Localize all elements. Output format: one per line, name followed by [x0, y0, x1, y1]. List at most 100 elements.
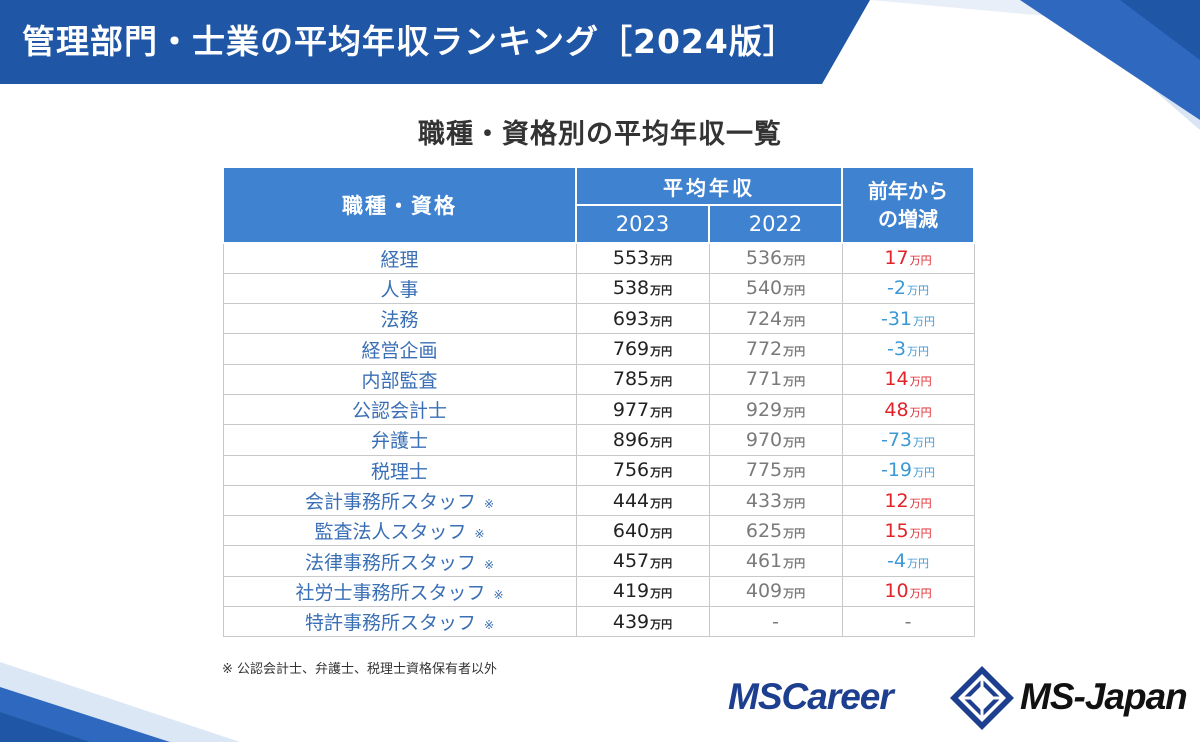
change-cell-value: 14 [884, 368, 909, 391]
job-title-cell: 特許事務所スタッフ ※ [222, 606, 577, 638]
change-cell: -31万円 [841, 303, 975, 335]
salary-2023-cell-value: 457 [612, 550, 650, 573]
ms-japan-diamond-logo-icon [950, 666, 1014, 730]
salary-2022-cell: 433万円 [708, 484, 843, 517]
unit-label: 万円 [909, 496, 932, 510]
job-title-cell: 法律事務所スタッフ ※ [222, 545, 577, 577]
header-change-line2: の増減 [878, 207, 938, 231]
unit-label: 万円 [650, 375, 673, 389]
change-cell-value: 15 [884, 519, 909, 542]
salary-2023-cell: 457万円 [575, 545, 710, 577]
job-title-cell: 人事 [222, 272, 577, 305]
unit-label: 万円 [783, 405, 806, 419]
salary-2022-cell: 724万円 [708, 303, 843, 335]
salary-2022-cell-value: 625 [745, 519, 783, 542]
unit-label: 万円 [913, 314, 936, 328]
change-cell: -19万円 [841, 454, 975, 486]
corner-decoration [0, 662, 240, 742]
job-title: 弁護士 [370, 430, 428, 453]
unit-label: 万円 [783, 345, 806, 359]
salary-2023-cell: 769万円 [575, 333, 710, 365]
job-title-cell: 経理 [222, 242, 577, 274]
unit-label: 万円 [650, 496, 673, 510]
salary-2023-cell: 640万円 [575, 515, 710, 547]
ms-japan-logo: MS-Japan [1020, 676, 1188, 717]
change-cell-value: 17 [884, 247, 909, 270]
salary-2023-cell-value: 896 [612, 428, 650, 451]
unit-label: 万円 [783, 435, 806, 449]
salary-2022-cell-value: 929 [745, 398, 783, 421]
salary-2022-cell-value: 409 [745, 580, 783, 603]
change-cell: 12万円 [841, 484, 975, 517]
job-title-cell: 公認会計士 [222, 393, 577, 426]
salary-2023-cell: 538万円 [575, 272, 710, 305]
unit-label: 万円 [906, 284, 929, 298]
unit-label: 万円 [783, 314, 806, 328]
salary-2022-cell: 970万円 [708, 424, 843, 456]
unit-label: 万円 [650, 587, 673, 601]
change-cell-value: - [904, 610, 912, 633]
salary-2022-cell: 772万円 [708, 333, 843, 365]
unit-label: 万円 [650, 314, 673, 328]
salary-2023-cell-value: 756 [612, 459, 650, 482]
salary-2023-cell-value: 693 [612, 307, 650, 330]
table-row: 会計事務所スタッフ ※ 444万円 433万円 12万円 [222, 484, 975, 517]
salary-2022-cell: 409万円 [708, 575, 843, 608]
change-cell-value: -73 [880, 428, 913, 451]
table-row: 法務 693万円 724万円 -31万円 [222, 303, 975, 335]
change-cell: 17万円 [841, 242, 975, 274]
salary-2023-cell-value: 419 [612, 580, 650, 603]
unit-label: 万円 [783, 254, 806, 268]
salary-2023-cell: 756万円 [575, 454, 710, 486]
salary-2022-cell-value: 461 [745, 550, 783, 573]
unit-label: 万円 [650, 526, 673, 540]
salary-2023-cell: 444万円 [575, 484, 710, 517]
unit-label: 万円 [650, 435, 673, 449]
salary-2023-cell-value: 553 [612, 247, 650, 270]
job-title-cell: 内部監査 [222, 363, 577, 395]
salary-2023-cell-value: 444 [612, 489, 650, 512]
salary-2023-cell: 419万円 [575, 575, 710, 608]
job-title-cell: 監査法人スタッフ ※ [222, 515, 577, 547]
salary-2023-cell-value: 538 [612, 277, 650, 300]
salary-2022-cell-value: 540 [745, 277, 783, 300]
salary-2022-cell-value: 724 [745, 307, 783, 330]
header-year-2023: 2023 [575, 204, 710, 244]
table-row: 監査法人スタッフ ※ 640万円 625万円 15万円 [222, 515, 975, 547]
salary-2022-cell: 461万円 [708, 545, 843, 577]
salary-2023-cell: 553万円 [575, 242, 710, 274]
change-cell-value: -3 [887, 338, 906, 361]
job-title: 監査法人スタッフ [314, 521, 467, 544]
table-row: 弁護士 896万円 970万円 -73万円 [222, 424, 975, 456]
change-cell-value: 48 [884, 398, 909, 421]
unit-label: 万円 [909, 375, 932, 389]
salary-table: 職種・資格 平均年収 前年から の増減 2023 2022 経理 553万円 536… [222, 166, 975, 638]
table-row: 内部監査 785万円 771万円 14万円 [222, 363, 975, 395]
footnote-mark: ※ [483, 497, 495, 512]
salary-2022-cell-value: 775 [745, 459, 783, 482]
salary-2022-cell: 929万円 [708, 393, 843, 426]
unit-label: 万円 [650, 557, 673, 571]
table-row: 社労士事務所スタッフ ※ 419万円 409万円 10万円 [222, 575, 975, 608]
job-title: 社労士事務所スタッフ [295, 581, 486, 604]
salary-2022-cell: 771万円 [708, 363, 843, 395]
header-banner [0, 0, 1200, 130]
unit-label: 万円 [650, 466, 673, 480]
change-cell: -73万円 [841, 424, 975, 456]
change-cell: - [841, 606, 975, 638]
unit-label: 万円 [909, 526, 932, 540]
salary-2023-cell: 693万円 [575, 303, 710, 335]
change-cell: 14万円 [841, 363, 975, 395]
table-row: 法律事務所スタッフ ※ 457万円 461万円 -4万円 [222, 545, 975, 577]
unit-label: 万円 [783, 284, 806, 298]
unit-label: 万円 [909, 405, 932, 419]
change-cell-value: 10 [884, 580, 909, 603]
table-subtitle: 職種・資格別の平均年収一覧 [418, 119, 782, 150]
unit-label: 万円 [783, 496, 806, 510]
change-cell-value: -31 [880, 307, 913, 330]
unit-label: 万円 [783, 375, 806, 389]
unit-label: 万円 [650, 617, 673, 631]
table-row: 公認会計士 977万円 929万円 48万円 [222, 393, 975, 426]
footnote-mark: ※ [483, 618, 495, 633]
salary-2023-cell: 439万円 [575, 606, 710, 638]
